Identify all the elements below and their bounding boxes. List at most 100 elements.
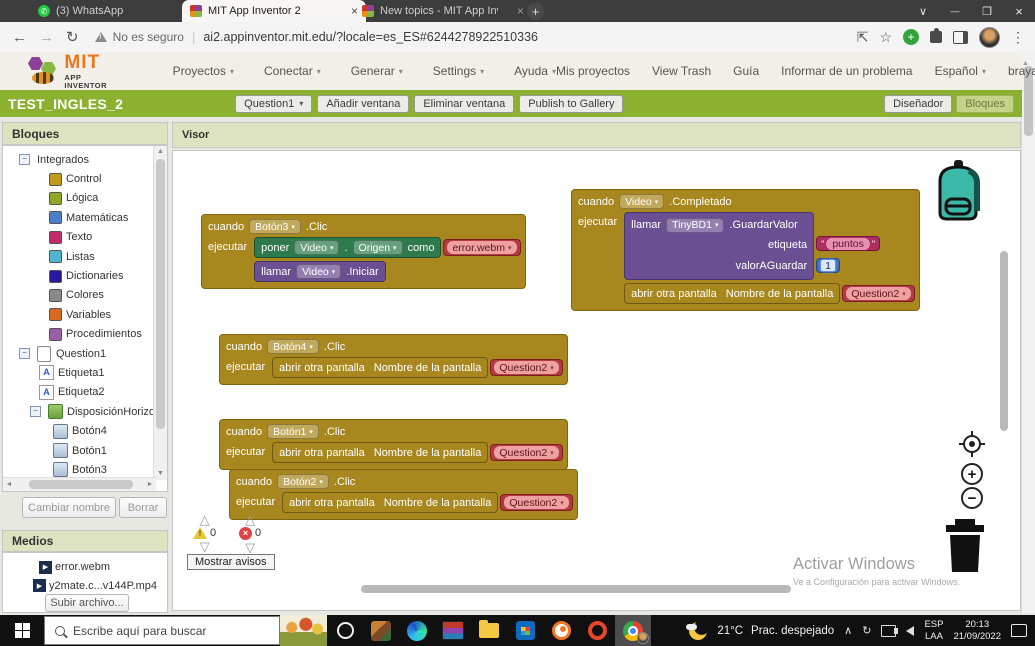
palette-item-boton3[interactable]: Botón3 [3,460,167,479]
palette-horizontal-scrollbar[interactable]: ◄ ► [3,477,156,491]
palette-item-etiqueta2[interactable]: A Etiqueta2 [3,383,167,402]
mit-app-inventor-logo[interactable]: MIT APP INVENTOR [26,53,115,89]
taskbar-office-button[interactable] [579,615,615,646]
menu-proyectos[interactable]: Proyectos ▾ [172,64,234,78]
browser-menu-icon[interactable]: ⋮ [1011,28,1025,45]
tree-node-integrados[interactable]: − Integrados [3,150,167,169]
scroll-up-icon[interactable]: ▲ [157,148,164,155]
zoom-in-button[interactable]: + [961,463,983,485]
start-button[interactable] [0,615,44,646]
collapse-icon[interactable]: − [19,348,30,360]
tab-app-inventor[interactable]: MIT App Inventor 2 × [182,0,366,22]
tab-whatsapp[interactable]: ✆ (3) WhatsApp × [30,0,196,22]
trash-icon[interactable] [941,519,989,573]
palette-vertical-scrollbar[interactable]: ▲ ▼ [153,146,167,480]
menu-conectar[interactable]: Conectar ▾ [264,64,321,78]
menu-ayuda[interactable]: Ayuda ▾ [514,64,556,78]
center-blocks-icon[interactable] [959,431,985,457]
palette-item-dictionaries[interactable]: Dictionaries [3,266,167,285]
block-number-1[interactable]: 1 [816,258,840,273]
prev-warning-icon[interactable]: △ [199,512,210,527]
rename-button[interactable]: Cambiar nombre [22,497,116,518]
menu-language[interactable]: Español ▾ [934,64,986,78]
scrollbar-thumb[interactable] [1024,66,1033,136]
taskbar-search-input[interactable]: Escribe aquí para buscar [44,616,280,645]
component-dropdown[interactable]: Botón3 ▾ [249,219,301,234]
tray-update-icon[interactable]: ↻ [862,625,872,637]
component-dropdown[interactable]: Botón1 ▾ [267,424,319,439]
taskbar-crunchyroll-button[interactable] [543,615,579,646]
taskbar-explorer-button[interactable] [471,615,507,646]
scroll-up-icon[interactable]: ▲ [1022,60,1029,67]
zoom-out-button[interactable]: − [961,487,983,509]
tray-volume-icon[interactable] [894,625,915,636]
component-dropdown[interactable]: Botón2 ▾ [277,474,329,489]
canvas-vertical-scrollbar[interactable] [1000,251,1008,431]
palette-item-texto[interactable]: Texto [3,228,167,247]
clock[interactable]: 20:13 21/09/2022 [953,618,1001,642]
palette-item-colores[interactable]: Colores [3,286,167,305]
warnings-counter[interactable]: △ ! 0 ▽ [193,513,216,553]
palette-item-boton4[interactable]: Botón4 [3,421,167,440]
language-indicator[interactable]: ESP LAA [924,618,944,642]
block-open-screen[interactable]: abrir otra pantalla Nombre de la pantall… [272,442,489,463]
minimize-button[interactable]: — [950,6,960,16]
block-text-puntos[interactable]: " puntos " [816,236,881,251]
component-dropdown[interactable]: Botón4 ▾ [267,339,319,354]
block-call-tinybd1-guardarvalor[interactable]: llamar TinyBD1 ▾ .GuardarValor etiqueta v… [624,212,881,280]
scroll-left-icon[interactable]: ◄ [5,481,13,488]
errors-counter[interactable]: △ × 0 ▽ [239,513,261,554]
scrollbar-thumb[interactable] [29,480,133,489]
address-url[interactable]: ai2.appinventor.mit.edu/?locale=es_ES#62… [203,30,538,44]
block-event-video-completado[interactable]: cuando Video ▾ .Completado ejecutar llama… [571,189,920,311]
scroll-right-icon[interactable]: ► [146,481,154,488]
canvas-horizontal-scrollbar[interactable] [361,585,791,593]
close-icon[interactable]: × [516,4,524,18]
window-menu-button[interactable]: ∨ [918,5,928,18]
block-event-boton2-clic[interactable]: cuando Botón2 ▾ .Clic ejecutar abrir otra… [229,469,578,520]
palette-item-variables[interactable]: Variables [3,305,167,324]
taskbar-chrome-button[interactable] [615,615,651,646]
block-event-boton1-clic[interactable]: cuando Botón1 ▾ .Clic ejecutar abrir otra… [219,419,568,470]
media-file-y2mate[interactable]: ▶ y2mate.c...v144P.mp4 [3,577,167,596]
palette-item-control[interactable]: Control [3,169,167,188]
block-screen-name-question2[interactable]: Question2 ▾ [490,444,563,461]
prev-error-icon[interactable]: △ [245,512,256,527]
palette-item-boton1[interactable]: Botón1 [3,441,167,460]
tree-node-question1[interactable]: − Question1 [3,344,167,363]
share-icon[interactable]: ⇱ [856,28,869,45]
publish-gallery-button[interactable]: Publish to Gallery [519,94,624,113]
component-dropdown[interactable]: Video ▾ [619,194,665,209]
menu-settings[interactable]: Settings ▾ [432,64,485,78]
delete-button[interactable]: Borrar [119,497,167,518]
back-icon[interactable]: ← [12,28,27,46]
menu-account[interactable]: brayanvidalarias@gmail.com▾ [1007,64,1035,78]
notification-center-icon[interactable] [1011,624,1027,637]
taskbar-cortana-button[interactable] [327,615,363,646]
block-screen-name-question2[interactable]: Question2 ▾ [500,494,573,511]
profile-avatar[interactable] [979,26,1000,48]
component-dropdown[interactable]: TinyBD1 ▾ [666,217,725,233]
palette-item-matematicas[interactable]: Matemáticas [3,208,167,227]
backpack-icon[interactable] [931,159,987,227]
close-window-button[interactable]: × [1015,3,1023,19]
page-scrollbar[interactable]: ▲ [1021,52,1035,613]
upload-file-button[interactable]: Subir archivo... [45,594,129,612]
screen-selector-button[interactable]: Question1 ▾ [235,94,313,113]
side-panel-icon[interactable] [953,30,968,44]
component-dropdown[interactable]: Video ▾ [296,264,342,279]
blocks-view-button[interactable]: Bloques [956,94,1014,113]
weather-icon[interactable] [686,621,708,640]
component-dropdown[interactable]: Video ▾ [294,240,340,255]
tab-forum[interactable]: New topics - MIT App Inventor C × [354,0,532,22]
taskbar-edge-button[interactable] [399,615,435,646]
scroll-down-icon[interactable]: ▼ [157,470,164,477]
property-dropdown[interactable]: Origen ▾ [352,240,403,255]
taskbar-theme-image[interactable] [280,615,327,646]
security-label[interactable]: No es seguro [112,30,184,44]
taskbar-store-button[interactable] [507,615,543,646]
palette-item-etiqueta1[interactable]: A Etiqueta1 [3,363,167,382]
taskbar-winrar-button[interactable] [435,615,471,646]
blocks-canvas[interactable]: cuando Botón3 ▾ .Clic ejecutar poner Vide… [172,150,1021,611]
not-secure-icon[interactable]: ! [94,32,107,42]
